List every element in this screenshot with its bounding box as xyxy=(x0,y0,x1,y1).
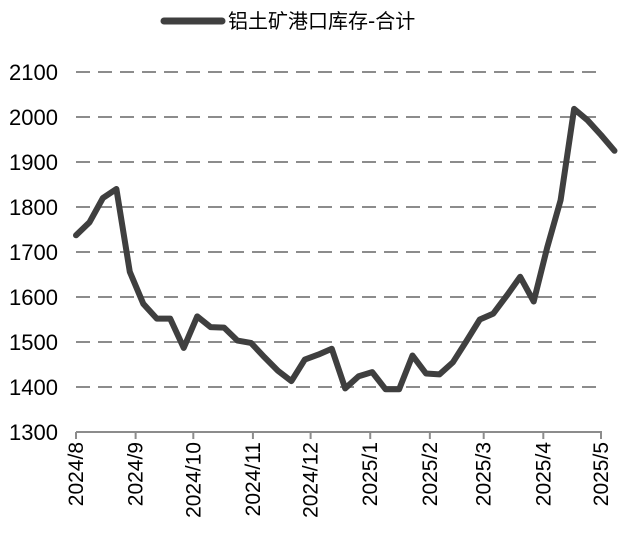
x-tick-label-2: 2024/10 xyxy=(182,442,205,518)
y-tick-label-1900: 1900 xyxy=(9,150,58,175)
legend: 铝土矿港口库存-合计 xyxy=(160,9,415,33)
y-tick-label-1300: 1300 xyxy=(9,420,58,445)
x-tick-label-0: 2024/8 xyxy=(65,442,88,506)
x-tick-label-4: 2024/12 xyxy=(300,442,323,518)
y-tick-label-1500: 1500 xyxy=(9,330,58,355)
y-tick-label-1800: 1800 xyxy=(9,195,58,220)
gridlines xyxy=(76,71,601,388)
y-tick-label-1400: 1400 xyxy=(9,375,58,400)
x-tick-label-1: 2024/9 xyxy=(125,442,148,506)
x-axis-ticks: 2024/8 2024/9 2024/10 2024/11 2024/12 2025/1 2… xyxy=(65,432,613,518)
x-tick-label-6: 2025/2 xyxy=(419,442,442,506)
x-tick-label-3: 2024/11 xyxy=(242,442,265,516)
legend-label: 铝土矿港口库存-合计 xyxy=(228,9,415,33)
y-tick-label-2000: 2000 xyxy=(9,105,58,130)
series-layer xyxy=(73,105,618,393)
y-tick-label-1600: 1600 xyxy=(9,285,58,310)
x-tick-label-8: 2025/4 xyxy=(532,442,555,507)
series-line-0 xyxy=(73,105,618,393)
x-tick-label-9: 2025/5 xyxy=(590,442,613,506)
y-tick-label-2100: 2100 xyxy=(9,60,58,85)
x-tick-label-5: 2025/1 xyxy=(359,442,382,506)
x-tick-label-7: 2025/3 xyxy=(473,442,496,506)
y-axis-ticks: 1300 1400 1500 1600 1700 1800 1900 2000 2100 xyxy=(9,60,58,445)
y-tick-label-1700: 1700 xyxy=(9,240,58,265)
